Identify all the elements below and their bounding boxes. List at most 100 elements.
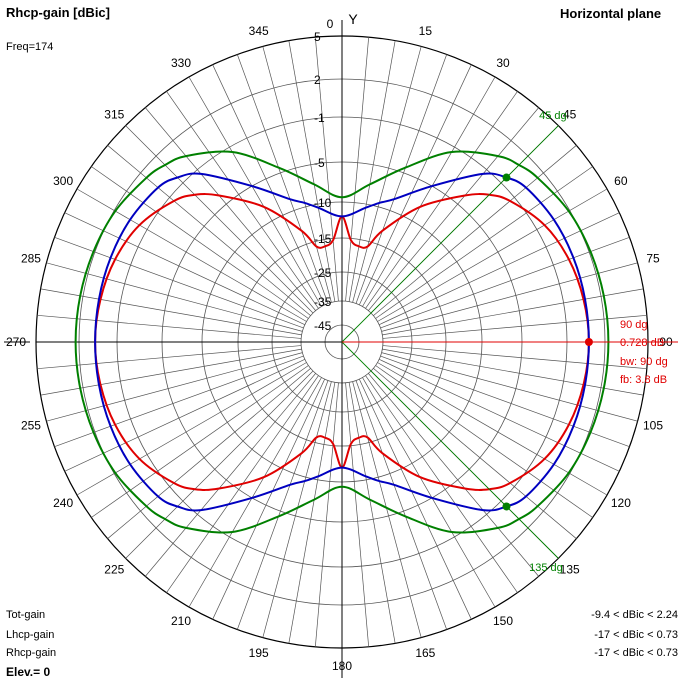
grid-spoke	[288, 40, 336, 302]
grid-spoke	[237, 380, 329, 630]
angle-tick-label: 165	[415, 646, 435, 660]
angle-tick-label: 270	[6, 335, 26, 349]
radial-tick-label: -1	[314, 111, 325, 125]
grid-spoke	[54, 355, 304, 447]
grid-spoke	[237, 54, 329, 304]
angle-tick-label: 45	[563, 107, 577, 121]
angle-tick-label: 300	[53, 174, 73, 188]
grid-spoke	[46, 352, 303, 422]
grid-spoke	[314, 382, 339, 647]
marker-line-45	[341, 125, 559, 343]
grid-spoke	[188, 377, 322, 608]
angle-tick-label: 15	[419, 24, 433, 38]
marker-angle-readout: 90 dg	[620, 319, 648, 331]
range-lhcp-gain: -17 < dBic < 0.73	[594, 629, 678, 641]
grid-spoke	[314, 37, 339, 302]
angle-tick-label: 60	[614, 174, 628, 188]
grid-spoke	[362, 377, 496, 608]
chart-title: Rhcp-gain [dBic]	[6, 5, 110, 20]
grid-spoke	[382, 288, 644, 336]
angle-tick-label: 225	[104, 563, 124, 577]
angle-tick-label: 345	[249, 24, 269, 38]
grid-spoke	[188, 76, 322, 307]
grid-spoke	[91, 166, 309, 319]
grid-spoke	[262, 46, 332, 303]
grid-spoke	[107, 368, 311, 539]
plane-label: Horizontal plane	[560, 6, 662, 21]
radial-tick-label: -35	[314, 295, 332, 309]
legend-tot-gain: Tot-gain	[6, 609, 46, 621]
grid-spoke	[348, 382, 396, 644]
grid-spoke	[381, 352, 638, 422]
grid-spoke	[382, 348, 644, 396]
grid-spoke	[348, 40, 396, 302]
angle-tick-label: 315	[104, 107, 124, 121]
grid-spoke	[262, 381, 332, 638]
grid-spoke	[54, 237, 304, 329]
radial-tick-label: 2	[314, 73, 321, 87]
angle-tick-label: 0	[327, 17, 334, 31]
marker-dot-90	[584, 338, 593, 346]
grid-spoke	[345, 382, 370, 647]
grid-spoke	[382, 314, 647, 339]
radial-tick-label: -45	[314, 319, 332, 333]
grid-spoke	[40, 288, 302, 336]
marker-front-back-readout: fb: 3.8 dB	[620, 374, 668, 386]
grid-spoke	[125, 125, 314, 314]
grid-spoke	[362, 76, 496, 307]
angle-tick-label: 255	[21, 418, 41, 432]
marker-label-135: 135 dg	[529, 562, 563, 574]
grid-spoke	[359, 379, 472, 620]
grid-spoke	[145, 107, 316, 311]
grid-spoke	[382, 345, 647, 370]
grid-spoke	[64, 359, 305, 472]
grid-spoke	[288, 382, 336, 644]
grid-spoke	[40, 348, 302, 396]
grid-spoke	[379, 359, 620, 472]
grid-spoke	[375, 166, 593, 319]
grid-spoke	[355, 380, 447, 630]
grid-spoke	[373, 368, 577, 539]
frequency-label: Freq=174	[6, 41, 54, 53]
angle-tick-label: 195	[249, 646, 269, 660]
grid-spoke	[375, 365, 593, 518]
trace-rhcp-gain	[94, 172, 590, 512]
angle-tick-label: 285	[21, 252, 41, 266]
angle-tick-label: 210	[171, 614, 191, 628]
marker-label-45: 45 dg	[539, 110, 567, 122]
angle-tick-label: 330	[171, 56, 191, 70]
grid-spoke	[91, 365, 309, 518]
angle-tick-label: 105	[643, 418, 663, 432]
grid-spoke	[381, 262, 638, 332]
legend-lhcp-gain: Lhcp-gain	[6, 629, 55, 641]
legend-rhcp-gain: Rhcp-gain	[6, 647, 57, 659]
angle-tick-label: 75	[646, 252, 660, 266]
radial-tick-label: -10	[314, 196, 332, 210]
grid-spoke	[352, 381, 422, 638]
angle-tick-label: 135	[560, 563, 580, 577]
grid-spoke	[355, 54, 447, 304]
marker-dot-45	[502, 173, 511, 182]
radial-tick-label: -5	[314, 156, 325, 170]
grid-spoke	[368, 107, 539, 311]
grid-spoke	[359, 64, 472, 305]
grid-spoke	[37, 345, 302, 370]
grid-spoke	[373, 145, 577, 316]
angle-tick-label: 240	[53, 496, 73, 510]
grid-spoke	[352, 46, 422, 303]
marker-dot-135	[502, 502, 511, 511]
grid-spoke	[368, 373, 539, 577]
angle-tick-label: 150	[493, 614, 513, 628]
marker-gain-readout: 0.728 dB	[620, 337, 665, 349]
grid-spoke	[64, 212, 305, 325]
radial-tick-label: -15	[314, 232, 332, 246]
angle-tick-label: 30	[496, 56, 510, 70]
grid-spoke	[345, 37, 370, 302]
grid-spoke	[125, 370, 314, 559]
grid-spoke	[379, 212, 620, 325]
radial-tick-label: -25	[314, 266, 332, 280]
grid-spoke	[46, 262, 303, 332]
grid-spoke	[212, 64, 325, 305]
